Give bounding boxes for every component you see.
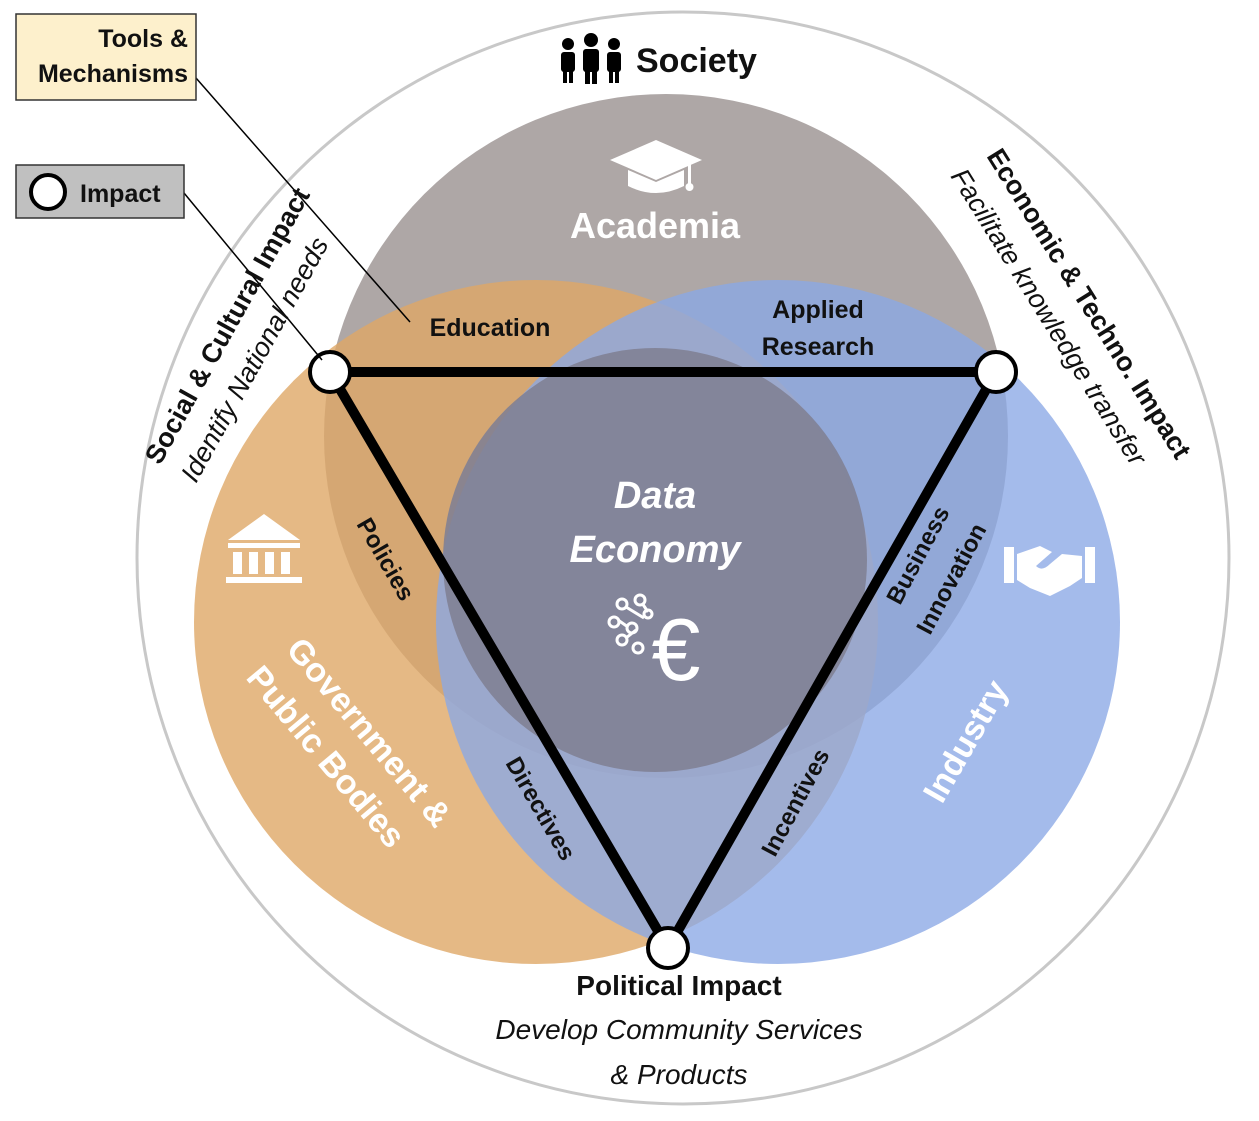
tools-legend-line1: Tools &	[98, 25, 188, 53]
impact-legend-circle-icon	[29, 173, 67, 211]
data-economy-line2: Economy	[569, 529, 742, 571]
impact-leader-line	[183, 192, 323, 361]
government-building-icon	[226, 514, 302, 583]
tool-education: Education	[430, 314, 551, 342]
impact-node-economic	[974, 350, 1018, 394]
graduation-cap-icon	[610, 140, 702, 193]
impact-node-political	[646, 926, 690, 970]
tool-applied-line2: Research	[762, 333, 875, 361]
data-economy-circle	[443, 348, 867, 772]
tools-legend-line2: Mechanisms	[38, 60, 188, 88]
tools-leader-line	[195, 77, 411, 323]
tools-legend-box	[15, 13, 197, 101]
people-icon	[561, 33, 621, 84]
impact-triangle	[325, 367, 1001, 953]
data-economy-line1: Data	[614, 475, 696, 517]
impact-political-title: Political Impact	[576, 970, 781, 1001]
handshake-icon	[1004, 546, 1095, 596]
euro-symbol: €	[652, 600, 701, 699]
data-euro-icon	[607, 593, 654, 655]
academia-label: Academia	[570, 205, 741, 246]
society-label: Society	[636, 42, 757, 80]
impact-node-social	[308, 350, 352, 394]
impact-legend-label: Impact	[80, 180, 161, 208]
impact-political-subtitle-line2: & Products	[611, 1059, 748, 1090]
tool-applied-line1: Applied	[772, 296, 864, 324]
impact-political-subtitle-line1: Develop Community Services	[495, 1014, 862, 1045]
